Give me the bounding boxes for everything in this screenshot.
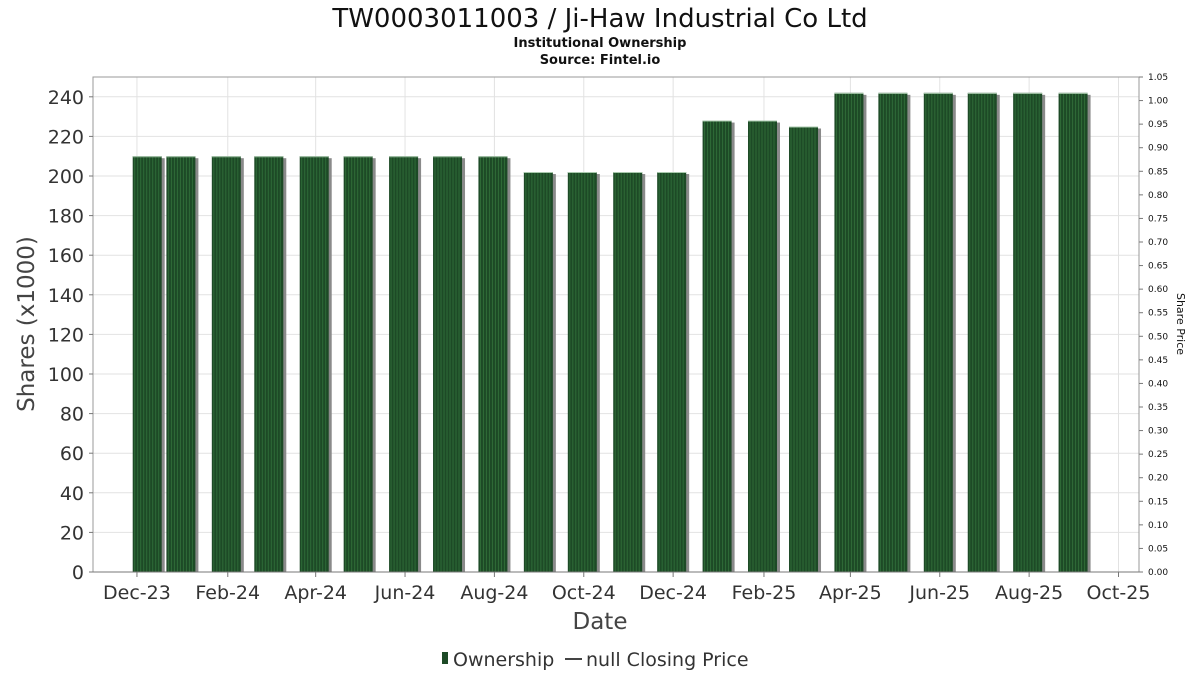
- ownership-bar: [567, 172, 600, 573]
- x-tick-label: Apr-24: [284, 582, 347, 604]
- x-axis-label: Date: [573, 609, 628, 635]
- y-tick-label: 100: [48, 364, 84, 386]
- ownership-bar: [254, 156, 287, 572]
- ownership-bar: [389, 156, 422, 572]
- ownership-bar: [343, 156, 376, 572]
- ownership-bar: [702, 120, 735, 572]
- y-tick-label: 120: [48, 324, 84, 346]
- ownership-bar: [299, 156, 332, 572]
- x-tick-label: Aug-24: [460, 582, 528, 604]
- y2-tick-label: 0.10: [1148, 521, 1168, 531]
- y-tick-label: 140: [48, 285, 84, 307]
- chart-title: TW0003011003 / Ji-Haw Industrial Co Ltd: [331, 4, 867, 34]
- y2-tick-label: 0.05: [1148, 544, 1168, 554]
- x-tick-label: Feb-24: [195, 582, 260, 604]
- y2-tick-label: 1.00: [1148, 97, 1168, 107]
- legend-price-label: null Closing Price: [586, 649, 749, 671]
- bars: [132, 92, 1091, 573]
- ownership-bar: [132, 156, 165, 572]
- x-axis: Dec-23 Feb-24 Apr-24 Jun-24 Aug-24 Oct-24 Dec-…: [93, 571, 1151, 604]
- y-tick-label: 40: [60, 483, 84, 505]
- x-tick-label: Feb-25: [732, 582, 797, 604]
- x-tick-label: Apr-25: [819, 582, 882, 604]
- y2-tick-label: 0.45: [1148, 356, 1168, 366]
- y2-tick-label: 0.70: [1148, 238, 1168, 248]
- y2-tick-label: 0.65: [1148, 262, 1168, 272]
- y-tick-label: 180: [48, 206, 84, 228]
- y2-tick-label: 0.35: [1148, 403, 1168, 413]
- x-tick-label: Jun-24: [374, 582, 436, 604]
- y2-axis-label: Share Price: [1174, 293, 1187, 355]
- chart-source: Source: Fintel.io: [540, 53, 661, 68]
- y2-tick-label: 0.30: [1148, 427, 1168, 437]
- y2-tick-label: 0.40: [1148, 379, 1168, 389]
- ownership-bar: [1013, 92, 1046, 572]
- y-axis-label: Shares (x1000): [14, 236, 40, 412]
- y2-tick-label: 0.85: [1148, 167, 1168, 177]
- y2-tick-label: 0.20: [1148, 474, 1168, 484]
- y2-tick-label: 0.25: [1148, 450, 1168, 460]
- y-tick-label: 0: [72, 562, 84, 584]
- y2-tick-label: 0.55: [1148, 309, 1168, 319]
- y2-tick-label: 0.60: [1148, 285, 1168, 295]
- y2-tick-label: 0.90: [1148, 144, 1168, 154]
- y-tick-label: 220: [48, 126, 84, 148]
- y-tick-label: 160: [48, 245, 84, 267]
- ownership-bar: [657, 172, 690, 573]
- x-tick-label: Dec-23: [103, 582, 171, 604]
- ownership-bar: [613, 172, 646, 573]
- ownership-bar: [923, 92, 956, 572]
- ownership-bar: [878, 92, 911, 572]
- ownership-bar: [523, 172, 556, 573]
- y2-tick-label: 0.80: [1148, 191, 1168, 201]
- y-tick-label: 20: [60, 522, 84, 544]
- x-tick-label: Oct-25: [1087, 582, 1151, 604]
- legend-ownership-swatch: [442, 652, 448, 664]
- ownership-bar: [211, 156, 244, 572]
- y2-tick-label: 1.05: [1148, 73, 1168, 83]
- y-axis-left: 0 20 40 60 80 100 120 140 160 180 200 220 240: [48, 87, 93, 584]
- legend: Ownership null Closing Price: [442, 649, 749, 671]
- y-tick-label: 60: [60, 443, 84, 465]
- x-tick-label: Dec-24: [639, 582, 707, 604]
- ownership-bar: [789, 126, 822, 572]
- x-tick-label: Aug-25: [995, 582, 1063, 604]
- ownership-bar: [834, 92, 867, 572]
- y-tick-label: 80: [60, 404, 84, 426]
- x-tick-label: Oct-24: [552, 582, 616, 604]
- y-tick-label: 200: [48, 166, 84, 188]
- ownership-bar: [747, 120, 780, 572]
- y2-tick-label: 0.50: [1148, 332, 1168, 342]
- y-axis-right: 0.00 0.05 0.10 0.15 0.20 0.25 0.30 0.35 0.40 0.45…: [1139, 73, 1168, 578]
- bar-body: [1013, 92, 1043, 572]
- legend-ownership-label: Ownership: [453, 649, 554, 671]
- bar-body: [254, 156, 284, 572]
- ownership-bar: [967, 92, 1000, 572]
- ownership-bar: [1058, 92, 1091, 572]
- ownership-bar: [433, 156, 466, 572]
- y2-tick-label: 0.00: [1148, 568, 1168, 578]
- y2-tick-label: 0.15: [1148, 497, 1168, 507]
- y2-tick-label: 0.75: [1148, 214, 1168, 224]
- ownership-bar: [166, 156, 199, 572]
- x-tick-label: Jun-25: [908, 582, 970, 604]
- ownership-bar: [478, 156, 511, 572]
- y2-tick-label: 0.95: [1148, 120, 1168, 130]
- chart-subtitle: Institutional Ownership: [514, 36, 687, 51]
- y-tick-label: 240: [48, 87, 84, 109]
